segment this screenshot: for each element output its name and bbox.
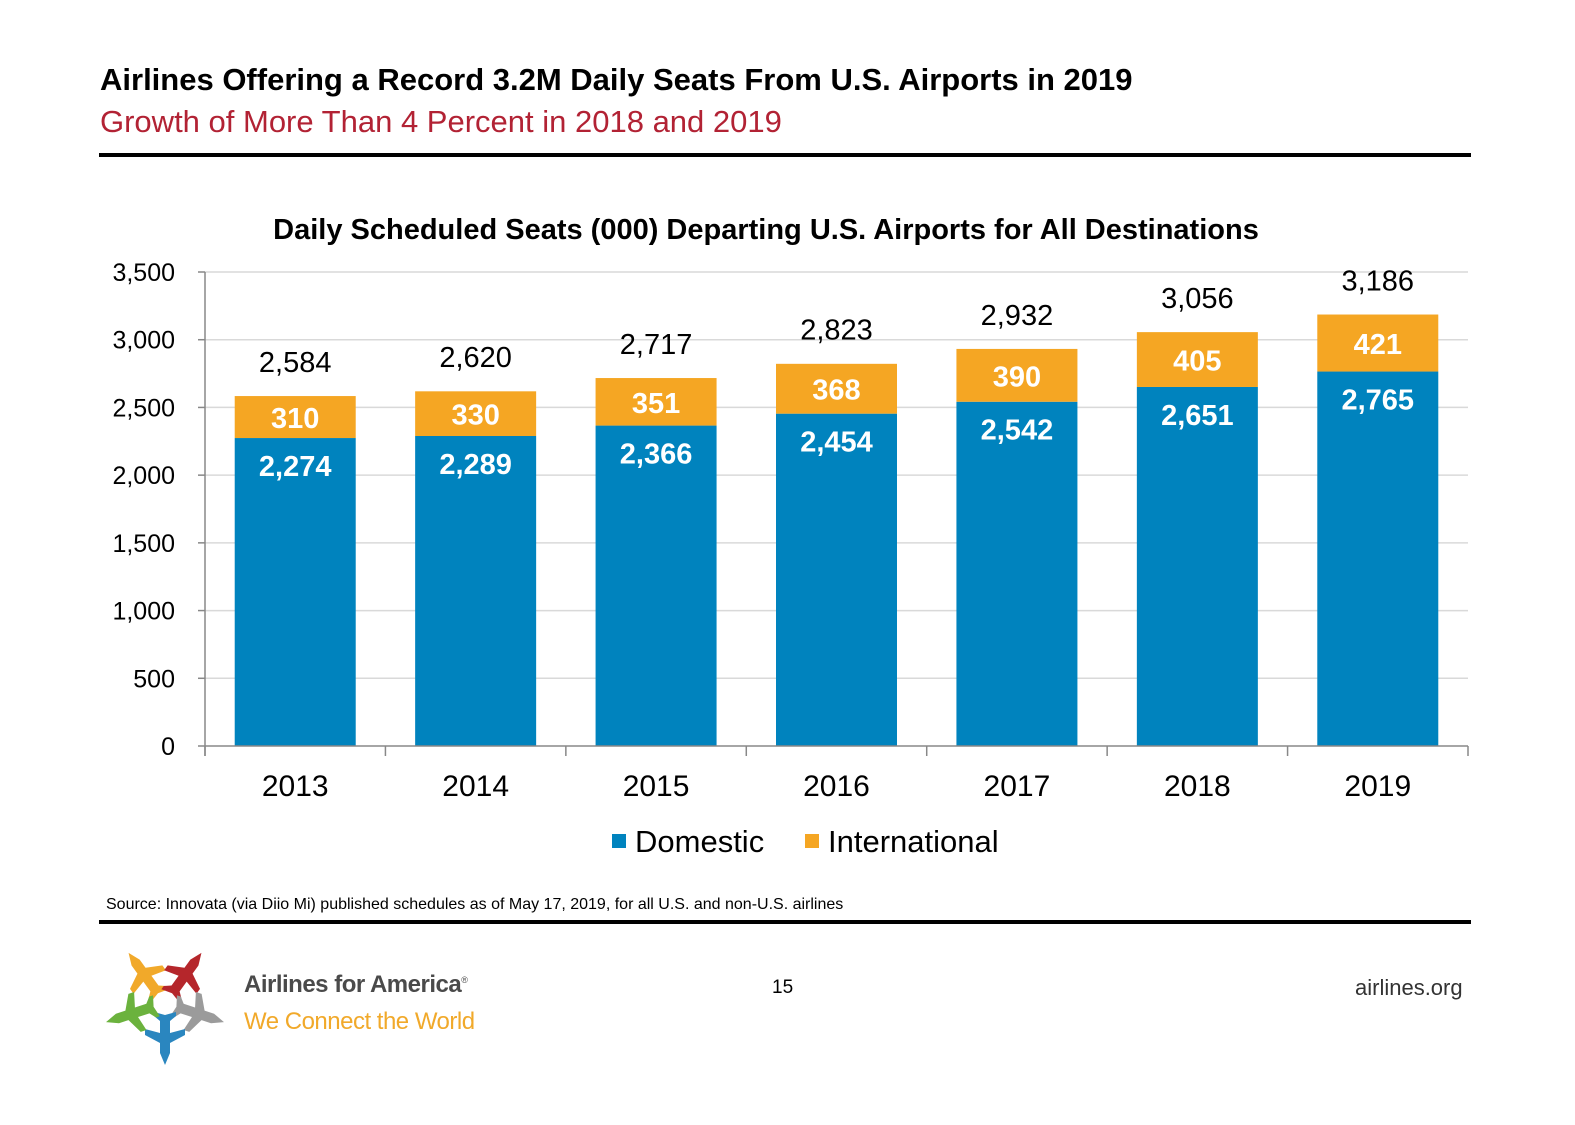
domestic-value-label: 2,366 (620, 439, 693, 471)
legend-swatch-domestic (612, 834, 626, 848)
x-tick-label: 2015 (623, 770, 690, 803)
domestic-bar (1136, 386, 1258, 746)
total-label: 3,186 (1341, 266, 1414, 298)
total-label: 3,056 (1161, 283, 1234, 315)
x-tick-label: 2018 (1164, 770, 1231, 803)
international-value-label: 330 (451, 400, 499, 432)
total-label: 2,717 (620, 329, 693, 361)
page-number: 15 (772, 977, 794, 998)
y-tick-label: 500 (133, 665, 175, 693)
domestic-value-label: 2,289 (439, 449, 512, 481)
international-value-label: 405 (1173, 346, 1221, 378)
header-rule (99, 153, 1471, 157)
legend-swatch-international (805, 834, 819, 848)
international-value-label: 368 (812, 375, 860, 407)
international-bar (1136, 332, 1258, 387)
stacked-bar-chart: Daily Scheduled Seats (000) Departing U.… (112, 214, 1469, 859)
international-bar (1317, 314, 1439, 372)
bars: 2,274 310 2,584 2,289 330 2,620 2,366 351 2,717 2… (234, 266, 1439, 746)
y-tick-label: 1,000 (112, 598, 175, 626)
domestic-bar (415, 436, 537, 746)
logo-tagline: We Connect the World (244, 1008, 475, 1035)
total-label: 2,584 (259, 347, 332, 379)
legend: Domestic International (612, 824, 999, 859)
international-bar (776, 363, 897, 414)
y-tick-label: 3,000 (112, 327, 175, 355)
international-bar (234, 396, 356, 439)
international-bar (956, 348, 1078, 402)
total-label: 2,932 (981, 300, 1054, 332)
domestic-bar (595, 425, 717, 746)
domestic-value-label: 2,454 (800, 427, 873, 459)
legend-label: Domestic (635, 824, 764, 859)
source-note: Source: Innovata (via Diio Mi) published… (106, 896, 844, 913)
airlines-for-america-logo-icon (106, 952, 224, 1065)
domestic-value-label: 2,651 (1161, 400, 1234, 432)
total-label: 2,620 (439, 342, 512, 374)
footer-rule (99, 920, 1471, 924)
legend-label: International (828, 824, 999, 859)
x-tick-label: 2017 (984, 770, 1051, 803)
slide-subtitle: Growth of More Than 4 Percent in 2018 an… (100, 104, 782, 139)
y-tick-label: 2,500 (112, 394, 175, 422)
domestic-value-label: 2,542 (981, 415, 1054, 447)
y-tick-label: 2,000 (112, 462, 175, 490)
total-label: 2,823 (800, 315, 873, 347)
x-tick-label: 2013 (262, 770, 329, 803)
domestic-bar (956, 401, 1078, 746)
international-value-label: 421 (1354, 329, 1402, 361)
domestic-value-label: 2,765 (1341, 385, 1414, 417)
axes: 0 500 1,000 1,500 2,000 2,500 3,000 3,500 2013 20… (112, 259, 1469, 803)
x-tick-label: 2016 (803, 770, 870, 803)
x-tick-label: 2014 (442, 770, 509, 803)
domestic-bar (776, 413, 897, 746)
y-tick-label: 1,500 (112, 530, 175, 558)
y-tick-label: 3,500 (112, 259, 175, 287)
logo-name: Airlines for America® (244, 971, 468, 998)
y-tick-label: 0 (161, 733, 175, 761)
website-link[interactable]: airlines.org (1355, 975, 1463, 1000)
domestic-value-label: 2,274 (259, 451, 332, 483)
international-bar (415, 391, 537, 437)
international-value-label: 310 (271, 403, 319, 435)
x-tick-label: 2019 (1344, 770, 1411, 803)
international-value-label: 351 (632, 388, 680, 420)
domestic-bar (234, 438, 356, 746)
slide-title: Airlines Offering a Record 3.2M Daily Se… (100, 62, 1133, 97)
chart-title: Daily Scheduled Seats (000) Departing U.… (273, 214, 1259, 246)
international-value-label: 390 (993, 361, 1041, 393)
international-bar (595, 378, 717, 426)
domestic-bar (1317, 371, 1439, 746)
